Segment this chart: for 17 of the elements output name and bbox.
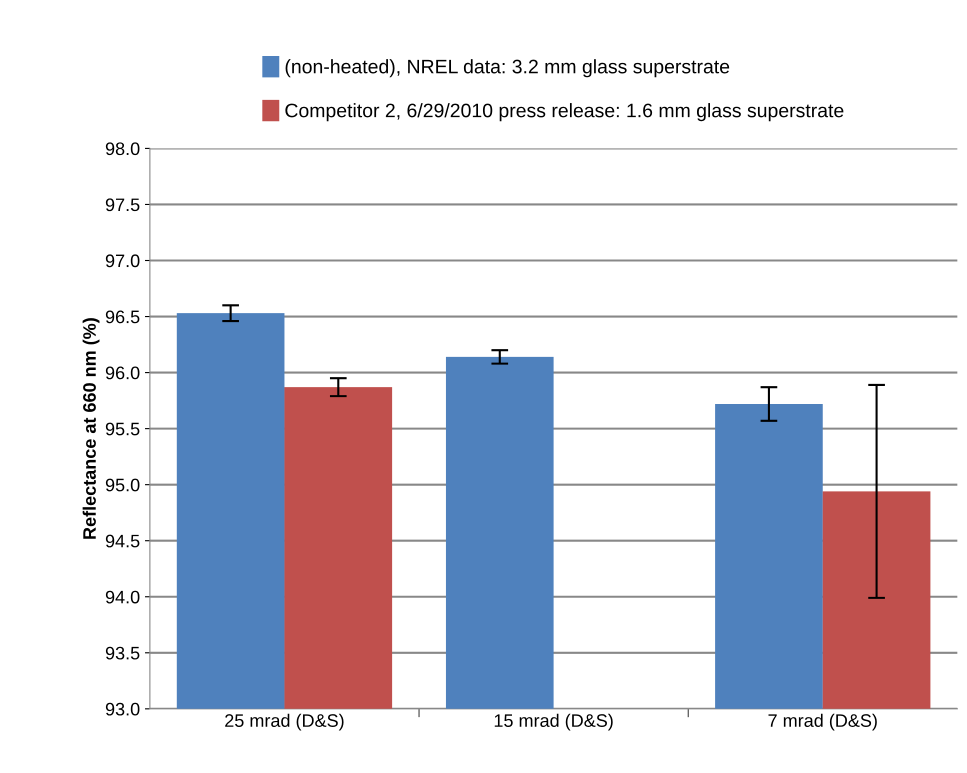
y-tick-label: 96.5 (106, 310, 140, 324)
x-tick-label: 25 mrad (D&S) (225, 714, 344, 731)
y-tick-label: 96.0 (106, 366, 140, 380)
y-tick-label: 94.0 (106, 590, 140, 604)
y-axis-title: Reflectance at 660 nm (%) (82, 318, 100, 539)
x-tick-label: 7 mrad (D&S) (768, 714, 877, 731)
legend-label: Competitor 2, 6/29/2010 press release: 1.6 mm glass superstrate (285, 103, 844, 122)
y-tick-label: 95.0 (106, 478, 140, 492)
legend-label: (non-heated), NREL data: 3.2 mm glass superstrate (286, 59, 730, 78)
y-tick-label: 95.5 (106, 422, 140, 436)
y-tick-label: 93.0 (106, 702, 140, 716)
y-tick-label: 93.5 (106, 646, 140, 660)
x-tick-label: 15 mrad (D&S) (494, 714, 613, 731)
y-tick-label: 97.5 (106, 198, 140, 212)
y-tick-label: 98.0 (106, 142, 140, 156)
y-tick-label: 94.5 (106, 534, 140, 548)
y-tick-label: 97.0 (106, 254, 140, 268)
